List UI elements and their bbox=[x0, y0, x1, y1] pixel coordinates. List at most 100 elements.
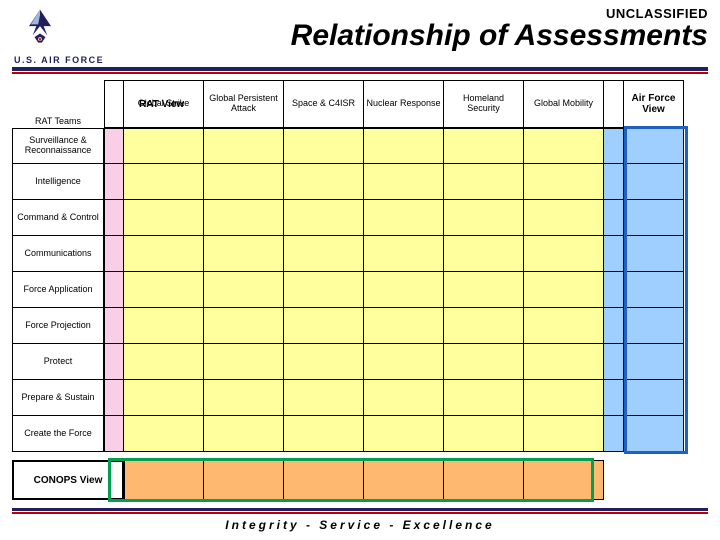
org-label: U.S. AIR FORCE bbox=[14, 55, 720, 65]
air-force-view-header: Air Force View bbox=[624, 80, 684, 128]
cell-6-0 bbox=[124, 344, 204, 380]
cell-narrow-blue-0 bbox=[604, 128, 624, 164]
header-rule-thin bbox=[12, 72, 708, 74]
header-rule-thick bbox=[12, 67, 708, 71]
cell-4-0 bbox=[124, 272, 204, 308]
header: UNCLASSIFIED Relationship of Assessments bbox=[0, 0, 720, 53]
cell-5-3 bbox=[364, 308, 444, 344]
cell-3-2 bbox=[284, 236, 364, 272]
cell-2-4 bbox=[444, 200, 524, 236]
cell-0-2 bbox=[284, 128, 364, 164]
cell-6-1 bbox=[204, 344, 284, 380]
row-label-4: Force Application bbox=[12, 272, 104, 308]
row-label-6: Protect bbox=[12, 344, 104, 380]
cell-6-3 bbox=[364, 344, 444, 380]
cell-narrow-blue-5 bbox=[604, 308, 624, 344]
cell-7-3 bbox=[364, 380, 444, 416]
footer-rule-thick bbox=[12, 508, 708, 511]
col-header-1: Global Persistent Attack bbox=[204, 80, 284, 128]
cell-afv-4 bbox=[624, 272, 684, 308]
matrix-container: RAT Teams RAT View Global Strike Global … bbox=[0, 80, 720, 500]
cell-pink-5 bbox=[104, 308, 124, 344]
cell-7-1 bbox=[204, 380, 284, 416]
cell-7-2 bbox=[284, 380, 364, 416]
cell-0-4 bbox=[444, 128, 524, 164]
cell-pink-3 bbox=[104, 236, 124, 272]
cell-3-3 bbox=[364, 236, 444, 272]
row-label-8: Create the Force bbox=[12, 416, 104, 452]
cell-2-1 bbox=[204, 200, 284, 236]
cell-4-2 bbox=[284, 272, 364, 308]
cell-3-0 bbox=[124, 236, 204, 272]
row-label-2: Command & Control bbox=[12, 200, 104, 236]
cell-pink-2 bbox=[104, 200, 124, 236]
cell-0-3 bbox=[364, 128, 444, 164]
cell-afv-0 bbox=[624, 128, 684, 164]
cell-1-4 bbox=[444, 164, 524, 200]
col-header-2: Space & C4ISR bbox=[284, 80, 364, 128]
cell-pink-1 bbox=[104, 164, 124, 200]
cell-narrow-blue-6 bbox=[604, 344, 624, 380]
row-label-3: Communications bbox=[12, 236, 104, 272]
cell-6-4 bbox=[444, 344, 524, 380]
cell-narrow-blue-3 bbox=[604, 236, 624, 272]
row-label-5: Force Projection bbox=[12, 308, 104, 344]
footer-motto: Integrity - Service - Excellence bbox=[0, 518, 720, 532]
cell-narrow-blue-1 bbox=[604, 164, 624, 200]
cell-4-5 bbox=[524, 272, 604, 308]
cell-2-0 bbox=[124, 200, 204, 236]
footer-rule-thin bbox=[12, 512, 708, 514]
cell-narrow-blue-2 bbox=[604, 200, 624, 236]
cell-0-1 bbox=[204, 128, 284, 164]
cell-6-5 bbox=[524, 344, 604, 380]
conops-cell-5 bbox=[524, 460, 604, 500]
page-title: Relationship of Assessments bbox=[76, 19, 708, 53]
cell-5-5 bbox=[524, 308, 604, 344]
col-header-5: Global Mobility bbox=[524, 80, 604, 128]
cell-8-4 bbox=[444, 416, 524, 452]
air-force-logo bbox=[12, 6, 68, 50]
cell-1-2 bbox=[284, 164, 364, 200]
cell-narrow-blue-8 bbox=[604, 416, 624, 452]
cell-8-0 bbox=[124, 416, 204, 452]
cell-pink-8 bbox=[104, 416, 124, 452]
cell-narrow-blue-4 bbox=[604, 272, 624, 308]
cell-5-0 bbox=[124, 308, 204, 344]
cell-7-4 bbox=[444, 380, 524, 416]
col-header-3: Nuclear Response bbox=[364, 80, 444, 128]
col-header-4: Homeland Security bbox=[444, 80, 524, 128]
col-header-0: Global Strike bbox=[124, 80, 204, 128]
cell-5-4 bbox=[444, 308, 524, 344]
cell-2-3 bbox=[364, 200, 444, 236]
col-header-narrow-right bbox=[604, 80, 624, 128]
conops-view-label: CONOPS View bbox=[12, 460, 124, 500]
cell-afv-5 bbox=[624, 308, 684, 344]
row-label-1: Intelligence bbox=[12, 164, 104, 200]
cell-6-2 bbox=[284, 344, 364, 380]
cell-2-2 bbox=[284, 200, 364, 236]
cell-5-2 bbox=[284, 308, 364, 344]
conops-cell-4 bbox=[444, 460, 524, 500]
cell-8-3 bbox=[364, 416, 444, 452]
cell-4-1 bbox=[204, 272, 284, 308]
conops-cell-1 bbox=[204, 460, 284, 500]
cell-pink-6 bbox=[104, 344, 124, 380]
cell-1-5 bbox=[524, 164, 604, 200]
conops-cell-2 bbox=[284, 460, 364, 500]
cell-afv-2 bbox=[624, 200, 684, 236]
rat-teams-label: RAT Teams bbox=[12, 80, 104, 128]
assessment-matrix: RAT Teams RAT View Global Strike Global … bbox=[12, 80, 708, 500]
cell-8-2 bbox=[284, 416, 364, 452]
cell-afv-6 bbox=[624, 344, 684, 380]
cell-1-1 bbox=[204, 164, 284, 200]
title-area: UNCLASSIFIED Relationship of Assessments bbox=[76, 6, 708, 53]
cell-pink-4 bbox=[104, 272, 124, 308]
cell-afv-7 bbox=[624, 380, 684, 416]
cell-7-5 bbox=[524, 380, 604, 416]
cell-afv-3 bbox=[624, 236, 684, 272]
cell-8-5 bbox=[524, 416, 604, 452]
cell-afv-8 bbox=[624, 416, 684, 452]
cell-3-1 bbox=[204, 236, 284, 272]
cell-afv-1 bbox=[624, 164, 684, 200]
cell-pink-7 bbox=[104, 380, 124, 416]
